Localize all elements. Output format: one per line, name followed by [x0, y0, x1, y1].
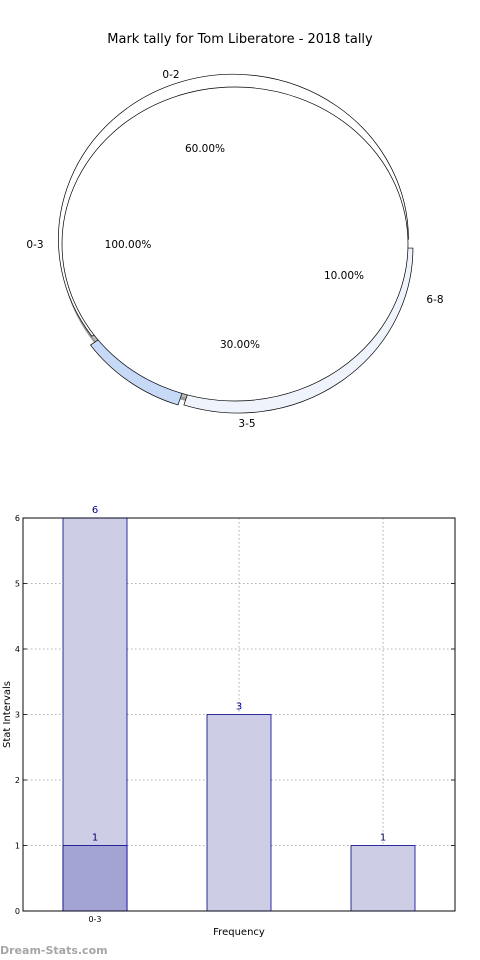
bar-value-label: 1 — [92, 833, 98, 844]
pie-label-6-8: 6-8 — [426, 294, 443, 306]
x-tick-label: 0-3 — [88, 915, 101, 924]
pie-slice-inner-0-3 — [61, 86, 409, 402]
y-tick-label: 3 — [15, 711, 20, 720]
pie-pct-0-2: 60.00% — [185, 143, 225, 155]
bar-series-b-0 — [62, 845, 128, 912]
y-tick-label: 5 — [15, 580, 20, 589]
bar-series-a-2 — [350, 845, 416, 912]
y-axis-label: Stat Intervals — [2, 681, 13, 748]
y-tick-label: 4 — [15, 645, 20, 654]
watermark: Dream-Stats.com — [0, 944, 108, 957]
pie-label-3-5: 3-5 — [238, 418, 255, 430]
x-axis-label: Frequency — [213, 927, 265, 938]
bar-series-a-1 — [206, 714, 272, 912]
pie-label-0-2: 0-2 — [162, 69, 179, 81]
pie-title: Mark tally for Tom Liberatore - 2018 tal… — [107, 32, 373, 47]
y-tick-label: 2 — [15, 776, 20, 785]
pie-pct-0-3: 100.00% — [105, 239, 152, 251]
bar-chart: 0 1 2 3 4 5 6 6 3 1 1 0-3 Frequency Stat Intervals — [2, 505, 456, 938]
plot-frame — [22, 517, 456, 912]
y-tick-label: 0 — [15, 907, 20, 916]
y-tick-label: 1 — [15, 842, 20, 851]
pie-label-0-3: 0-3 — [26, 239, 43, 251]
pie-pct-6-8: 10.00% — [324, 270, 364, 282]
y-tick-label: 6 — [15, 514, 20, 523]
bar-value-label: 6 — [92, 505, 98, 516]
pie-pct-3-5: 30.00% — [220, 339, 260, 351]
bar-value-label: 1 — [380, 833, 386, 844]
bar-value-label: 3 — [236, 702, 242, 713]
pie-chart: 0-2 60.00% 0-3 100.00% 10.00% 6-8 30.00% 3-5 — [26, 69, 443, 430]
